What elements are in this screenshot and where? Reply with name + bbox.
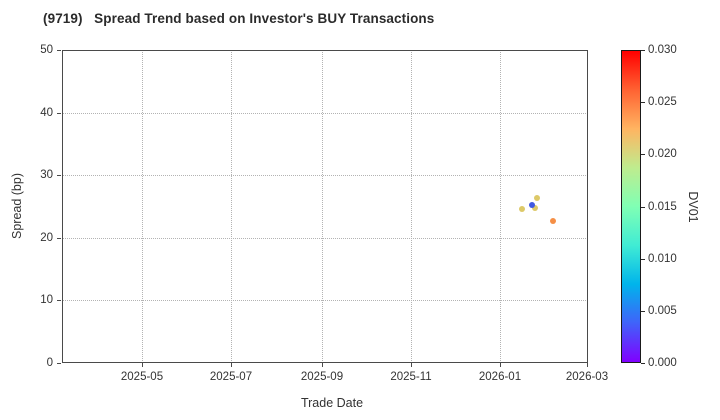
colorbar-tick-mark — [641, 154, 645, 155]
plot-area — [62, 50, 588, 363]
y-tick-mark — [57, 300, 61, 301]
colorbar-tick-label: 0.025 — [648, 96, 677, 108]
colorbar-tick-label: 0.010 — [648, 253, 677, 265]
y-tick-mark — [57, 50, 61, 51]
y-tick-mark — [57, 363, 61, 364]
colorbar-tick-mark — [641, 50, 645, 51]
x-tick-label: 2026-01 — [478, 371, 522, 383]
x-tick-label: 2025-05 — [120, 371, 164, 383]
colorbar-tick-label: 0.005 — [648, 305, 677, 317]
x-tick-label: 2025-11 — [390, 371, 432, 383]
y-tick-label: 30 — [40, 169, 53, 181]
colorbar-tick-label: 0.015 — [648, 201, 677, 213]
colorbar-tick-label: 0.020 — [648, 148, 677, 160]
y-tick-label: 40 — [40, 107, 53, 119]
x-tick-mark — [322, 363, 323, 367]
y-tick-mark — [57, 238, 61, 239]
colorbar-label: DV01 — [686, 191, 700, 223]
x-axis-label: Trade Date — [300, 396, 364, 410]
y-tick-label: 10 — [40, 294, 53, 306]
x-gridline — [322, 50, 323, 363]
x-gridline — [411, 50, 412, 363]
y-tick-label: 50 — [40, 44, 53, 56]
colorbar-tick-mark — [641, 311, 645, 312]
colorbar-tick-label: 0.030 — [648, 44, 677, 56]
colorbar — [621, 50, 641, 363]
x-tick-mark — [231, 363, 232, 367]
scatter-point — [549, 217, 556, 224]
x-gridline — [142, 50, 143, 363]
x-gridline — [500, 50, 501, 363]
y-tick-mark — [57, 113, 61, 114]
y-gridline — [62, 113, 588, 114]
x-gridline — [231, 50, 232, 363]
y-gridline — [62, 175, 588, 176]
x-tick-mark — [587, 363, 588, 367]
x-tick-mark — [142, 363, 143, 367]
x-tick-mark — [411, 363, 412, 367]
scatter-point — [519, 206, 526, 212]
colorbar-tick-mark — [641, 207, 645, 208]
y-gridline — [62, 300, 588, 301]
chart-title: (9719) Spread Trend based on Investor's … — [43, 11, 435, 26]
x-tick-label: 2025-07 — [209, 371, 253, 383]
colorbar-tick-mark — [641, 363, 645, 364]
y-tick-label: 20 — [40, 232, 53, 244]
colorbar-tick-label: 0.000 — [648, 357, 677, 369]
y-gridline — [62, 238, 588, 239]
y-tick-label: 0 — [46, 357, 53, 369]
scatter-point — [532, 204, 539, 211]
colorbar-tick-mark — [641, 102, 645, 103]
x-tick-label: 2025-09 — [300, 371, 344, 383]
scatter-point — [533, 194, 540, 201]
scatter-point — [529, 201, 536, 208]
colorbar-tick-mark — [641, 259, 645, 260]
x-tick-label: 2026-03 — [565, 371, 609, 383]
y-tick-mark — [57, 175, 61, 176]
x-tick-mark — [500, 363, 501, 367]
